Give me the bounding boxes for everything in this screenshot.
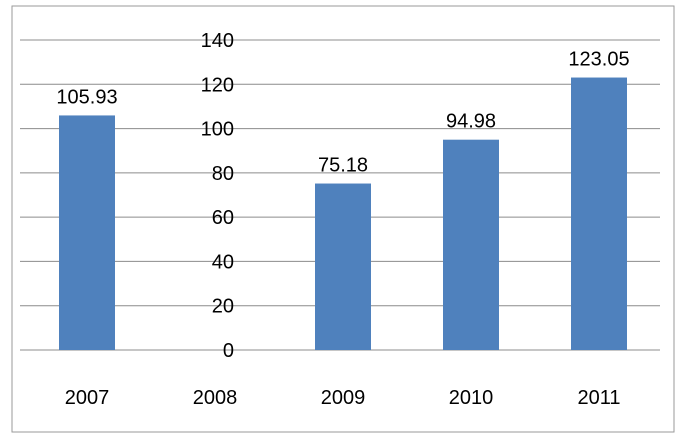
y-tick-label: 80	[212, 163, 234, 185]
y-tick-label: 140	[201, 30, 234, 52]
bar	[315, 183, 371, 350]
x-tick-label: 2011	[577, 387, 620, 409]
bar	[571, 77, 627, 351]
y-axis-ticks: 0 20 40 60 80 100 120 140	[201, 30, 234, 362]
y-tick-label: 120	[201, 74, 234, 96]
data-label: 75.18	[318, 155, 368, 177]
data-label: 94.98	[446, 111, 496, 133]
y-tick-label: 0	[223, 340, 234, 362]
x-tick-label: 2009	[321, 387, 366, 409]
x-axis-ticks: 2007 2008 2009 2010 2011	[65, 387, 621, 409]
x-tick-label: 2008	[193, 387, 238, 409]
x-tick-label: 2010	[449, 387, 494, 409]
x-tick-label: 2007	[65, 387, 110, 409]
y-tick-label: 20	[212, 296, 234, 318]
data-labels: 105.93 75.18 94.98 123.05	[56, 49, 629, 177]
y-tick-label: 60	[212, 207, 234, 229]
y-tick-label: 100	[201, 119, 234, 141]
y-tick-label: 40	[212, 251, 234, 273]
bar	[59, 115, 115, 351]
data-label: 105.93	[56, 86, 117, 108]
gridlines	[20, 39, 660, 351]
data-label: 123.05	[568, 49, 629, 71]
chart-frame	[11, 5, 675, 433]
bars	[59, 77, 627, 351]
bar	[443, 139, 499, 350]
